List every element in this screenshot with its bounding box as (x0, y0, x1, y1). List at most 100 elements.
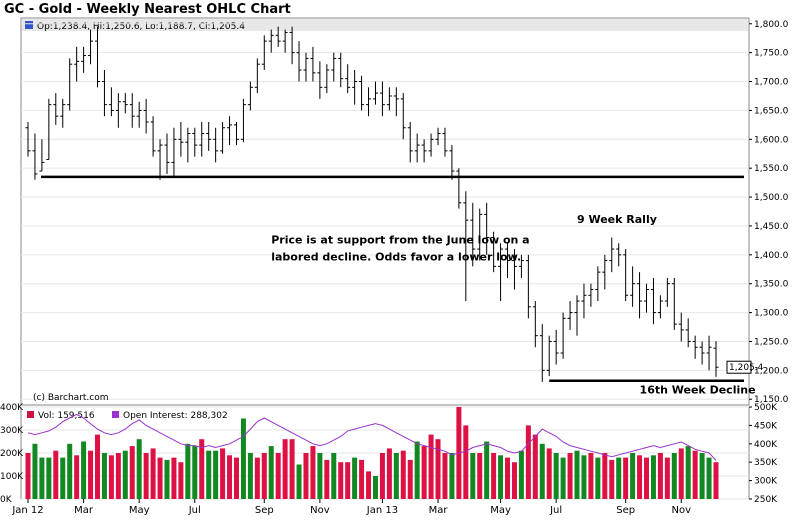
volume-bar (539, 443, 545, 499)
x-tick-label: May (129, 505, 150, 516)
ohlc-bar (713, 341, 719, 377)
ohlc-bar (637, 272, 643, 319)
ohlc-bar (400, 93, 406, 140)
volume-bar (588, 453, 594, 499)
ohlc-bar (678, 312, 684, 342)
ohlc-bar (324, 64, 330, 94)
volume-bar (303, 453, 309, 499)
ohlc-bar (254, 58, 260, 94)
volume-bar (60, 457, 66, 499)
volume-bar (463, 425, 469, 499)
volume-bar (213, 450, 219, 499)
volume-bar (185, 443, 191, 499)
ohlc-bar (449, 145, 455, 180)
price-tick-label: 1,250.0 (754, 337, 789, 347)
ohlc-bar (421, 139, 427, 163)
volume-bar (261, 453, 267, 499)
volume-bar (630, 453, 636, 499)
ohlc-bar (192, 127, 198, 157)
volume-bar (372, 476, 378, 499)
ohlc-bar (178, 121, 184, 157)
volume-bar (359, 459, 365, 499)
volume-bar (220, 448, 226, 499)
volume-tick-label: 0K (0, 495, 13, 505)
annotation-text: 16th Week Decline (640, 383, 756, 396)
volume-bar (74, 455, 80, 499)
volume-bar (657, 453, 663, 499)
ohlc-bar (664, 277, 670, 307)
volume-bar (699, 453, 705, 499)
volume-bar (317, 453, 323, 499)
volume-bar (115, 453, 121, 499)
volume-bar (282, 439, 288, 499)
ohlc-bar (157, 139, 163, 180)
volume-bar (254, 457, 260, 499)
oi-tick-label: 250K (754, 495, 778, 505)
ohlc-bar (372, 81, 378, 105)
price-tick-label: 1,800.0 (754, 20, 789, 30)
price-tick-label: 1,650.0 (754, 106, 789, 116)
price-panel (20, 17, 750, 406)
volume-bar (477, 453, 483, 499)
ohlc-bar (518, 254, 524, 278)
ohlc-bar (706, 335, 712, 371)
ohlc-bar (150, 116, 156, 157)
ohlc-bar (657, 295, 663, 319)
ohlc-bar (88, 29, 94, 65)
ohlc-bar (233, 121, 239, 146)
x-tick-label: Nov (671, 505, 691, 516)
ohlc-bar (227, 116, 233, 146)
ohlc-bar (498, 243, 504, 302)
volume-bar (616, 457, 622, 499)
ohlc-bar (574, 295, 580, 336)
volume-bar (331, 453, 337, 499)
ohlc-bar (442, 127, 448, 157)
ohlc-bar (532, 301, 538, 348)
ohlc-bar (505, 243, 511, 278)
volume-tick-label: 400K (0, 403, 24, 413)
x-tick-label: Mar (429, 505, 449, 516)
ohlc-bar (352, 69, 358, 105)
volume-bar (157, 457, 163, 499)
ohlc-bar (588, 283, 594, 307)
ohlc-bar (338, 52, 344, 88)
copyright: (c) Barchart.com (33, 393, 109, 403)
volume-bar (88, 450, 94, 499)
ohlc-bar (136, 101, 142, 128)
volume-bar (227, 455, 233, 499)
last-price-label: 1,205.4 (729, 363, 764, 373)
volume-bar (289, 439, 295, 499)
volume-bar (310, 446, 316, 499)
volume-bar (553, 453, 559, 499)
ohlc-bar (115, 93, 121, 128)
ohlc-bar (567, 301, 573, 330)
ohlc-bar (685, 318, 691, 348)
ohlc-bar (491, 231, 497, 273)
volume-bar (296, 464, 302, 499)
ohlc-bar (296, 41, 302, 82)
volume-bar (268, 446, 274, 499)
price-axis: 1,150.0 1,200.0 1,250.0 1,300.0 1,350.0 1,400… (749, 20, 789, 405)
price-tick-label: 1,150.0 (754, 395, 789, 405)
ohlc-bar (74, 46, 80, 82)
volume-bar (178, 462, 184, 499)
oi-tick-label: 350K (754, 458, 778, 468)
ohlc-bar (386, 87, 392, 111)
ohlc-bar (428, 133, 434, 157)
oi-tick-label: 300K (754, 477, 778, 487)
x-tick-label: Mar (74, 505, 94, 516)
ohlc-bar (53, 93, 59, 125)
ohlc-bar (650, 277, 656, 325)
ohlc-bar (331, 52, 337, 82)
ohlc-bar (456, 168, 462, 209)
x-tick-label: Sep (616, 505, 635, 516)
oi-tick-label: 500K (754, 403, 778, 413)
volume-bar (233, 457, 239, 499)
ohlc-bar (414, 133, 420, 163)
open-interest-line (27, 413, 717, 461)
annotation-text: 9 Week Rally (577, 213, 657, 226)
ohlc-bar (67, 58, 73, 111)
volume-bar (400, 450, 406, 499)
volume-bar (595, 457, 601, 499)
volume-bar (171, 457, 177, 499)
